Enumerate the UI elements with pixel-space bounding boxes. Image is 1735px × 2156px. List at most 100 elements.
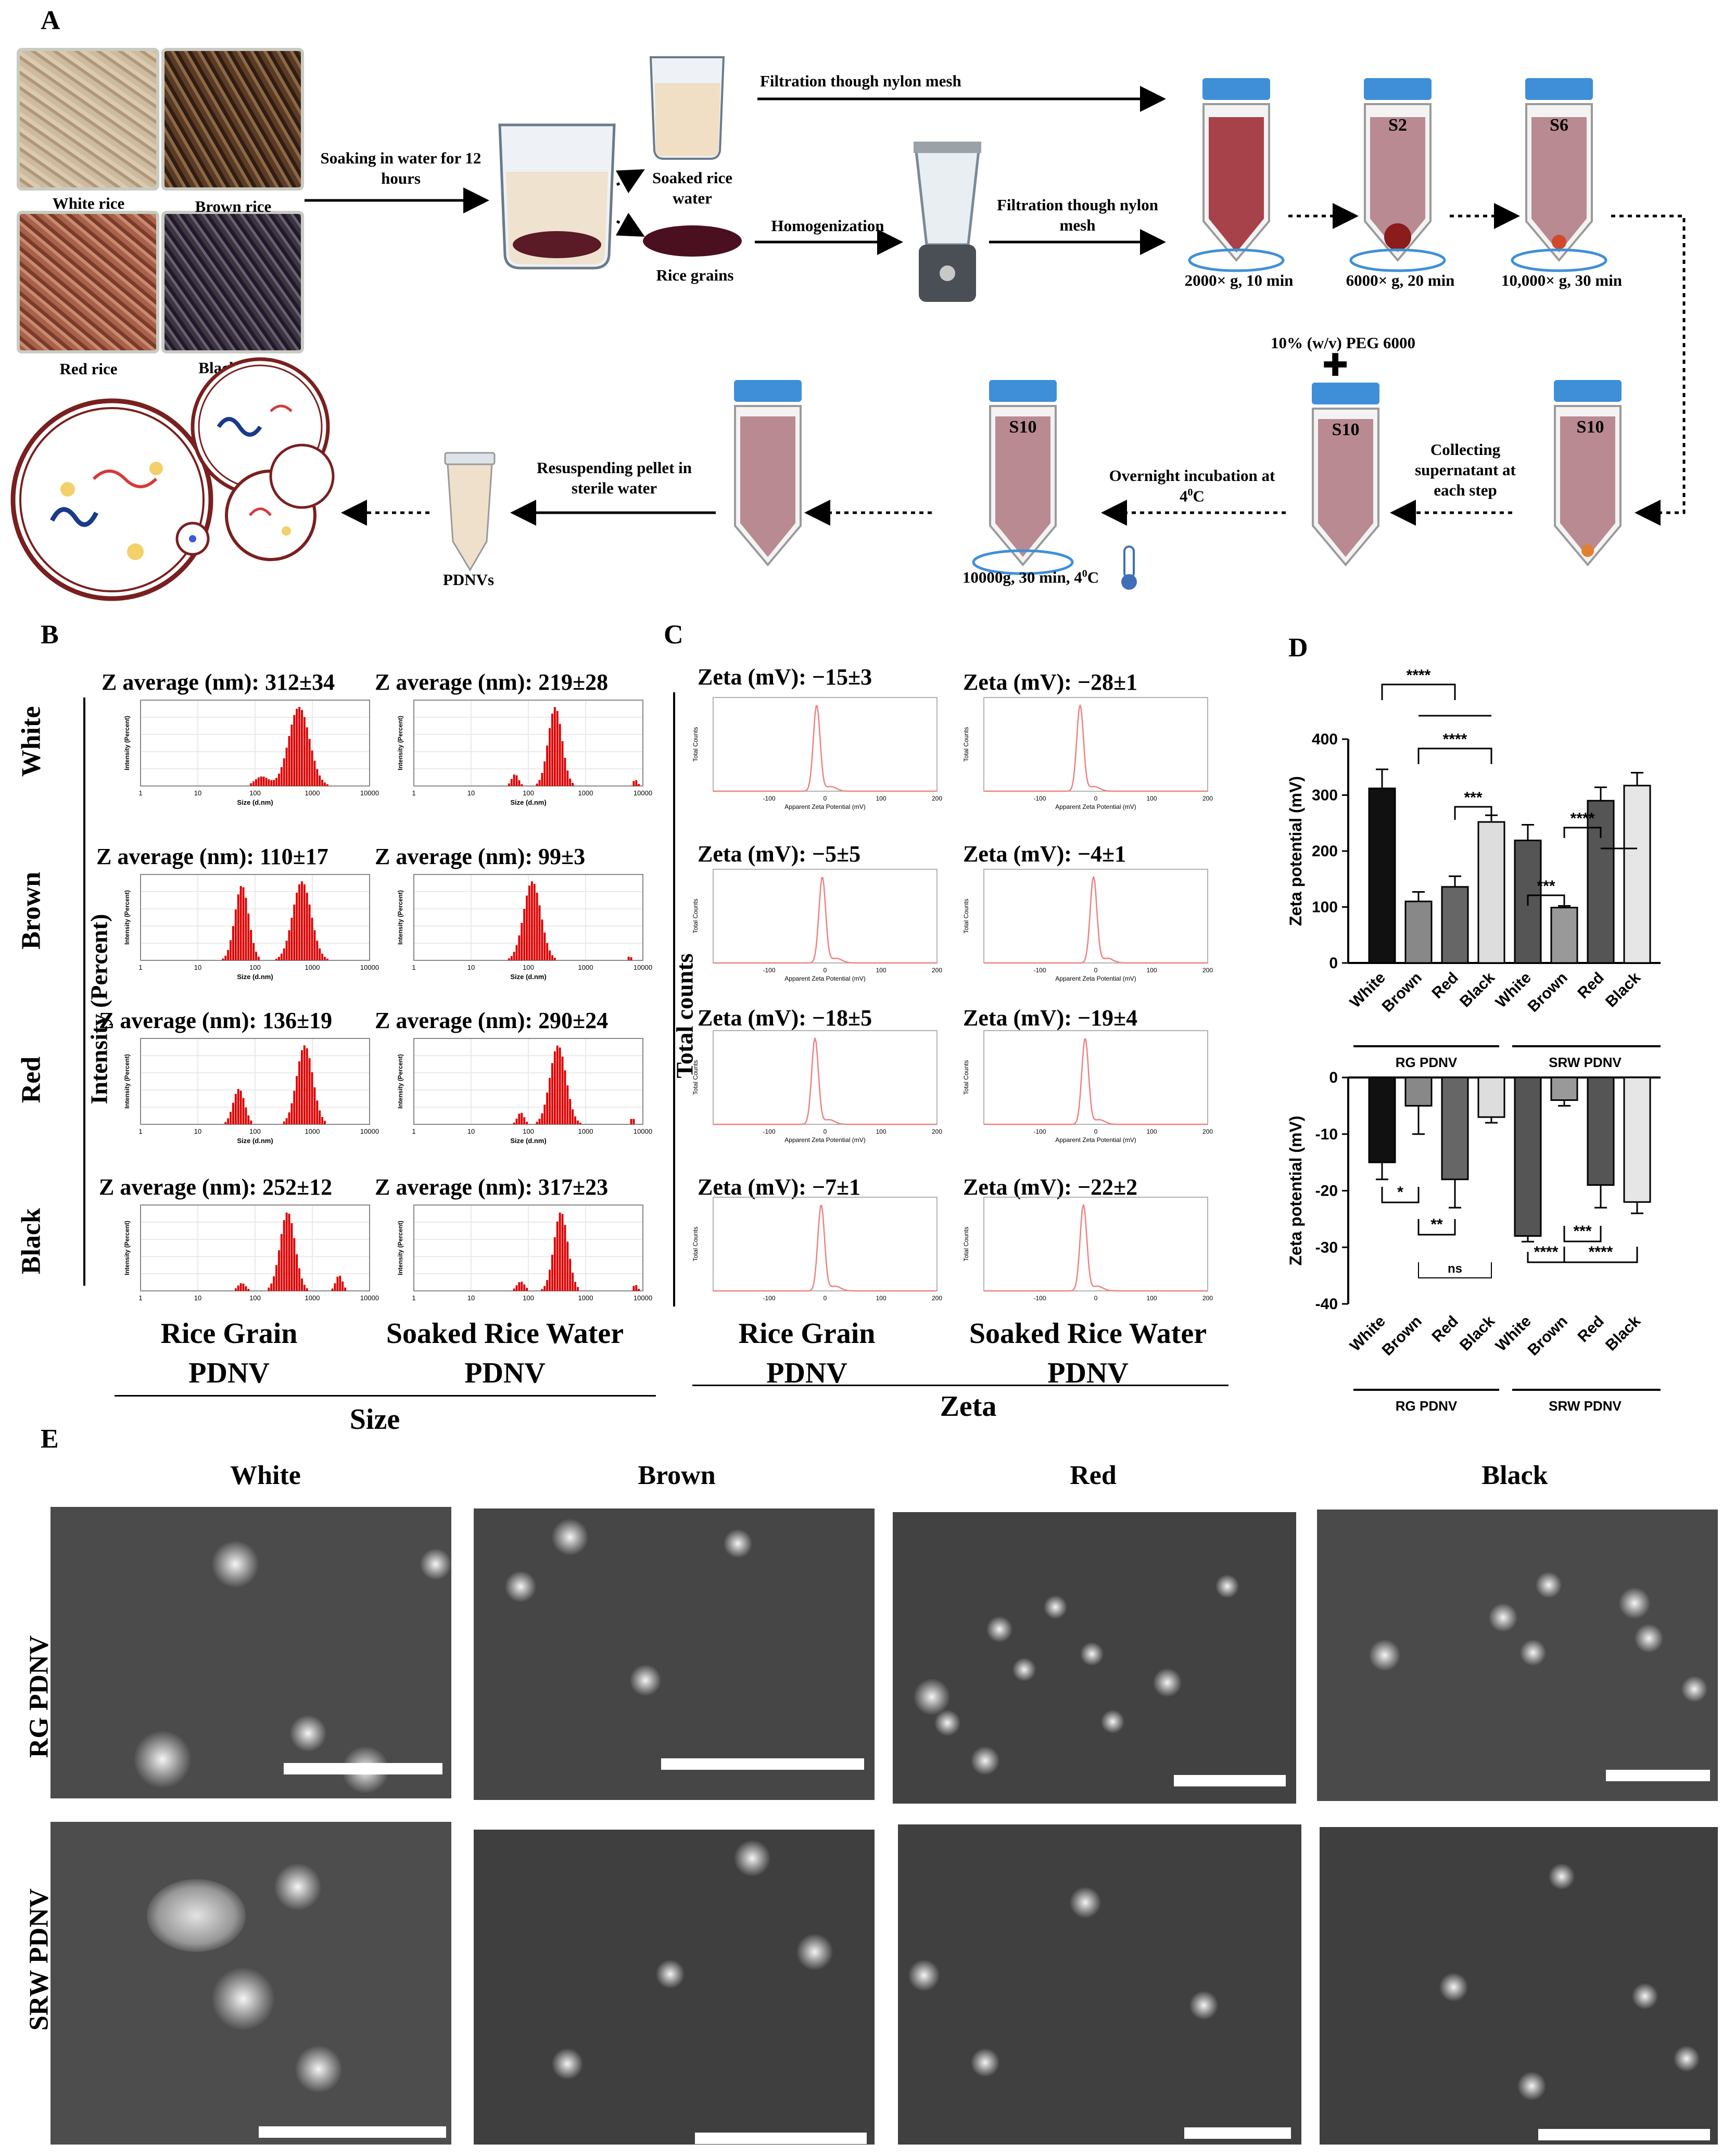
panel-c-letter: C (664, 620, 683, 650)
size-bar (569, 778, 572, 786)
zeta-curve (713, 1204, 937, 1292)
y-tick-label: 0 (1329, 955, 1338, 972)
size-bar (273, 780, 275, 786)
plot-frame (983, 1197, 1208, 1291)
size-bar (632, 1286, 635, 1291)
size-bar (324, 957, 326, 960)
x-tick-label: 200 (932, 967, 942, 974)
plot-frame (983, 869, 1208, 963)
x-tick-label: 1000 (305, 789, 320, 797)
size-bar (242, 1283, 245, 1291)
size-bar (549, 950, 551, 960)
x-tick-label: 100 (876, 967, 886, 974)
panel-a-letter: A (41, 6, 60, 35)
c-zeta-white-rg: Zeta (mV): −15±3 (698, 664, 872, 690)
size-bar (306, 727, 308, 786)
x-tick-label: 10000 (634, 789, 652, 797)
size-bar (515, 1118, 518, 1124)
micrograph-rg-red (893, 1512, 1296, 1804)
size-bar (551, 1254, 553, 1291)
size-bar (336, 1276, 339, 1291)
size-bar (227, 1118, 230, 1124)
bar-7 (1623, 1076, 1651, 1203)
b-z-white-srw: Z average (nm): 219±28 (375, 669, 609, 695)
plot-frame (983, 1030, 1208, 1125)
size-bar (559, 1212, 561, 1291)
tube-pellet-icon (734, 380, 802, 567)
zeta-curve (984, 704, 1208, 792)
size-bar (278, 773, 280, 786)
sig-bracket-e-label: *** (1573, 1223, 1591, 1240)
size-bar (283, 1220, 285, 1291)
size-bar (275, 958, 278, 960)
y-axis-label: Zeta potential (mV) (1286, 1115, 1305, 1265)
sig-bracket-5-label: **** (1571, 810, 1595, 827)
size-bar (324, 782, 326, 786)
x-tick-label: 10 (467, 789, 475, 797)
size-bar (508, 783, 510, 786)
size-bar (541, 1113, 543, 1124)
x-tick-label: 0 (824, 795, 827, 802)
size-bar (515, 945, 518, 960)
bar-5 (1550, 1076, 1578, 1101)
size-bar (572, 1272, 574, 1291)
tube-s10-supernatant-icon (1554, 380, 1622, 567)
y-tick-label: -40 (1315, 1296, 1338, 1313)
size-bar (326, 958, 328, 960)
x-tick-label: -100 (1033, 1295, 1046, 1301)
inner-y-label: Total Counts (692, 727, 699, 762)
size-bar (237, 894, 239, 960)
size-bar (543, 761, 546, 786)
rice-grains-icon (643, 225, 742, 257)
inner-x-label: Apparent Zeta Potential (mV) (784, 1136, 865, 1144)
size-bar (280, 767, 283, 786)
b-z-black-rg: Z average (nm): 252±12 (99, 1174, 333, 1200)
category-label: Red (1429, 1313, 1462, 1346)
size-bar (331, 1288, 334, 1291)
size-bar (296, 1076, 298, 1124)
homogenization-label: Homogenization (771, 217, 884, 235)
size-bar (518, 1282, 521, 1291)
size-bar (296, 708, 298, 786)
plot-frame (413, 700, 643, 787)
brown-rice-label: Brown rice (195, 197, 272, 215)
pdnvs-label: PDNVs (442, 570, 495, 589)
sig-bracket-1-label: **** (1407, 667, 1431, 684)
brown-rice-image (161, 48, 304, 191)
size-bar (630, 1119, 632, 1124)
white-rice-label: White rice (52, 194, 125, 212)
tube-s10-centrifuge-icon (972, 380, 1074, 575)
bar-1 (1404, 901, 1433, 964)
size-plot-brown-rg: 1 10 100 1000 10000 Size (d.nm) Intensity (Per… (123, 874, 379, 981)
bar-3 (1477, 1076, 1505, 1118)
sig-bracket-f (1563, 1247, 1638, 1263)
size-bar (301, 709, 303, 786)
size-bar (298, 1268, 301, 1291)
inner-x-label: Apparent Zeta Potential (mV) (1055, 803, 1136, 810)
filtration-top-label: Filtration though nylon mesh (760, 72, 961, 90)
blender-icon (914, 142, 981, 302)
bar-2 (1441, 1076, 1469, 1181)
x-tick-label: 100 (1146, 967, 1157, 974)
sig-bracket-1 (1381, 683, 1456, 700)
size-bar (528, 885, 530, 960)
size-bar (543, 932, 546, 960)
size-bar (553, 1237, 556, 1291)
x-tick-label: 1000 (578, 1127, 593, 1135)
x-tick-label: 100 (523, 963, 534, 971)
inner-y-label: Intensity (Percent) (397, 716, 404, 770)
size-bar (546, 1280, 549, 1291)
inner-x-label: Apparent Zeta Potential (mV) (784, 975, 865, 982)
x-tick-label: 1 (138, 789, 142, 797)
rice-grains-label: Rice grains (656, 266, 734, 284)
size-bar (508, 958, 510, 960)
size-bar (280, 1234, 283, 1291)
size-bar (530, 881, 533, 960)
size-bar (265, 778, 268, 786)
inner-x-label: Apparent Zeta Potential (mV) (784, 803, 865, 810)
inner-y-label: Intensity (Percent) (123, 1054, 131, 1109)
sig-bracket-5 (1563, 827, 1602, 838)
category-label: Black (1457, 969, 1498, 1010)
